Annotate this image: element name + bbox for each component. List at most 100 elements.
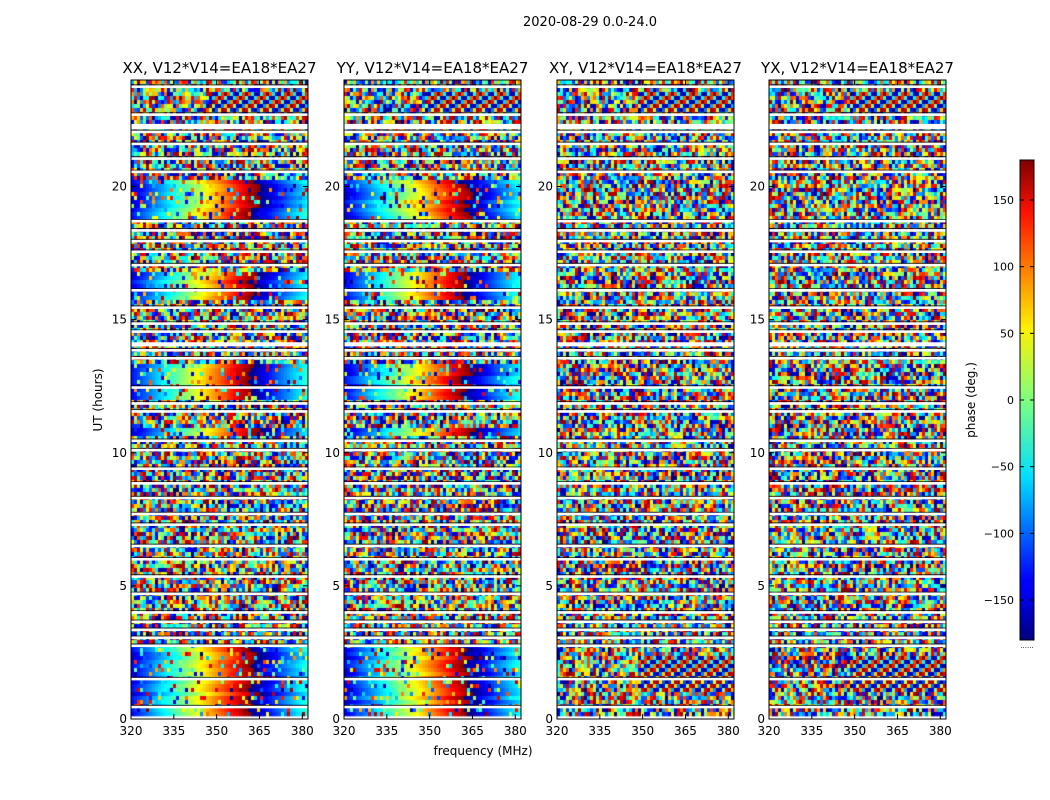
panel-3-flag-4 — [769, 628, 946, 632]
y-tick-label: 20 — [750, 180, 765, 194]
panel-0-flag-32 — [131, 219, 308, 223]
panel-1-flag-19 — [344, 402, 521, 405]
y-tick-label: 0 — [332, 712, 340, 726]
panel-0-flag-16 — [131, 448, 308, 452]
panel-0-flag-18 — [131, 410, 308, 413]
colorbar-tick-label: 100 — [993, 261, 1014, 274]
y-axis-label: UT (hours) — [91, 368, 105, 431]
panel-1-flag-band-2 — [344, 636, 521, 640]
panel-0-flag-21 — [131, 356, 308, 360]
panel-3-flag-24 — [769, 330, 946, 333]
panel-3-flag-18 — [769, 410, 946, 413]
y-tick-label: 10 — [750, 446, 765, 460]
panel-3-frame — [768, 79, 947, 720]
x-tick-label: 380 — [291, 724, 314, 738]
panel-1-flag-25 — [344, 322, 521, 325]
panel-0-flag-25 — [131, 322, 308, 325]
panel-0-flag-38 — [131, 85, 308, 88]
y-tick-label: 10 — [325, 446, 340, 460]
panel-0-flag-2 — [131, 644, 308, 648]
y-tick-label: 20 — [538, 180, 553, 194]
panel-3-flag-16 — [769, 448, 946, 452]
panel-0-flag-20 — [131, 386, 308, 389]
panel-2-flag-9 — [557, 557, 734, 561]
panel-2-flag-6 — [557, 611, 734, 614]
panel-3-flag-12 — [769, 512, 946, 516]
panel-1-flag-12 — [344, 512, 521, 516]
panel-title: YX, V12*V14=EA18*EA27 — [760, 59, 954, 77]
panel-3-flag-6 — [769, 611, 946, 614]
panel-3-flag-36 — [769, 130, 946, 134]
panel-2-flag-24 — [557, 330, 734, 333]
panel-0-flag-27 — [131, 289, 308, 292]
panel-1-flag-20 — [344, 386, 521, 389]
panel-3-flag-34 — [769, 157, 946, 160]
panel-2-flag-19 — [557, 402, 734, 405]
x-tick-label: 350 — [418, 724, 441, 738]
x-tick-label: 320 — [333, 724, 356, 738]
y-tick-label: 0 — [757, 712, 765, 726]
colorbar-tick-label: −100 — [984, 527, 1014, 540]
panel-2-flag-38 — [557, 85, 734, 88]
panel-3-flag-14 — [769, 482, 946, 485]
panel-1-flag-14 — [344, 482, 521, 485]
panel-2-flag-17 — [557, 439, 734, 443]
panel-3-flag-9 — [769, 557, 946, 561]
panel-1-flag-10 — [344, 544, 521, 548]
panel-3-flag-38 — [769, 85, 946, 88]
panel-1-flag-2 — [344, 644, 521, 648]
panel-3-flag-19 — [769, 402, 946, 405]
panel-1-flag-36 — [344, 130, 521, 134]
panel-1-flag-35 — [344, 142, 521, 146]
panel-2-flag-15 — [557, 467, 734, 471]
panel-1-flag-30 — [344, 239, 521, 243]
panel-1-flag-26 — [344, 306, 521, 309]
panel-3-flag-band-1 — [769, 342, 946, 347]
panel-3-flag-22 — [769, 348, 946, 352]
panel-0-flag-36 — [131, 130, 308, 134]
panel-2-flag-band-1 — [557, 342, 734, 347]
panel-1-flag-37 — [344, 113, 521, 116]
colorbar-tick-label: −150 — [984, 594, 1014, 607]
x-tick-label: 350 — [205, 724, 228, 738]
panel-0-flag-7 — [131, 592, 308, 596]
panel-3-flag-35 — [769, 142, 946, 146]
panel-0-flag-8 — [131, 575, 308, 578]
panel-1-flag-18 — [344, 410, 521, 413]
panel-title: XY, V12*V14=EA18*EA27 — [549, 59, 742, 77]
panel-3-flag-30 — [769, 239, 946, 243]
panel-0-flag-15 — [131, 467, 308, 471]
panel-2-flag-29 — [557, 250, 734, 254]
panel-2-flag-18 — [557, 410, 734, 413]
panel-3-phase-image — [769, 80, 946, 719]
panel-3-flag-28 — [769, 263, 946, 267]
panel-1-flag-8 — [344, 575, 521, 578]
x-tick-label: 320 — [758, 724, 781, 738]
y-tick-label: 15 — [112, 313, 127, 327]
panel-2-flag-5 — [557, 620, 734, 624]
x-tick-label: 335 — [162, 724, 185, 738]
panel-2-flag-0 — [557, 705, 734, 709]
panels-group: XX, V12*V14=EA18*EA27 320 335 350 365 380 0 5 10… — [112, 59, 954, 738]
panel-0-flag-29 — [131, 250, 308, 254]
x-tick-label: 365 — [248, 724, 271, 738]
panel-2-flag-10 — [557, 544, 734, 548]
panel-3-flag-7 — [769, 592, 946, 596]
panel-3-flag-29 — [769, 250, 946, 254]
panel-2-flag-33 — [557, 170, 734, 174]
panel-2-flag-37 — [557, 113, 734, 116]
panel-0-flag-24 — [131, 330, 308, 333]
panel-0-flag-30 — [131, 239, 308, 243]
colorbar-tick-label: −50 — [991, 461, 1014, 474]
panel-3-flag-13 — [769, 496, 946, 500]
panel-1-flag-33 — [344, 170, 521, 174]
panel-0: XX, V12*V14=EA18*EA27 320 335 350 365 380 0 5 10… — [112, 59, 317, 738]
panel-3-flag-10 — [769, 544, 946, 548]
colorbar-label: phase (deg.) — [964, 362, 978, 438]
panel-1: YY, V12*V14=EA18*EA27 320 335 350 365 380 0 5 10… — [325, 59, 529, 738]
panel-2-flag-14 — [557, 482, 734, 485]
panel-1-flag-22 — [344, 348, 521, 352]
panel-2-flag-31 — [557, 229, 734, 232]
panel-1-flag-4 — [344, 628, 521, 632]
panel-0-flag-9 — [131, 557, 308, 561]
